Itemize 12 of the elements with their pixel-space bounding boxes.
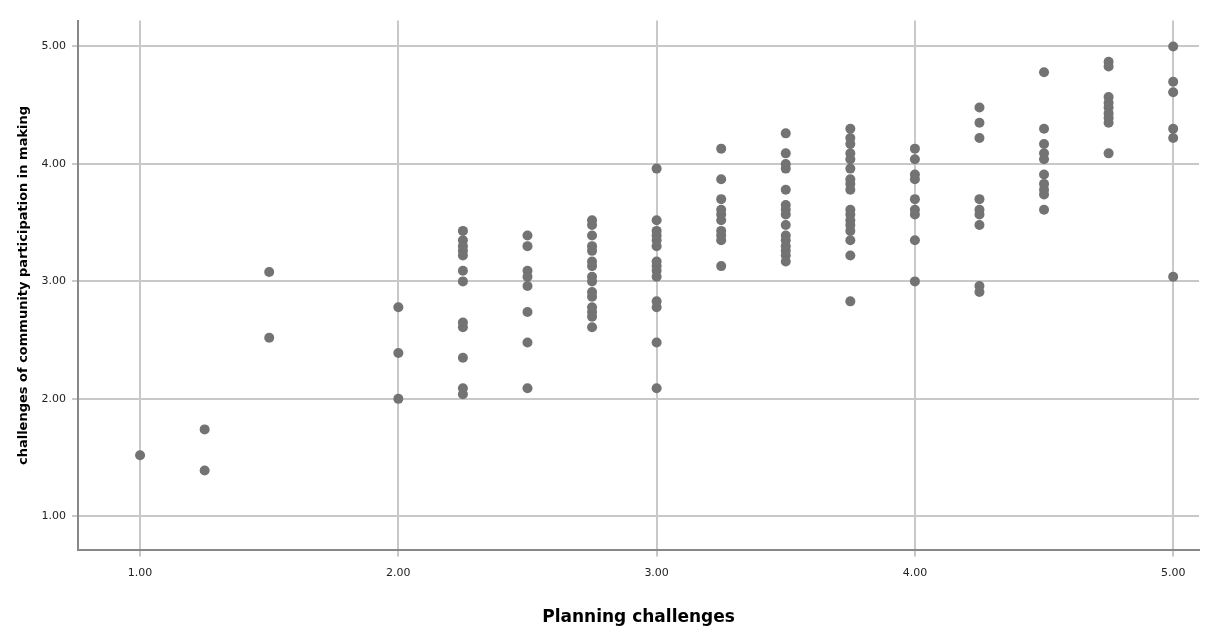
x-tick-label: 5.00 <box>1160 565 1186 579</box>
y-tick-label: 4.00 <box>41 156 67 170</box>
x-tick-label: 4.00 <box>902 565 928 579</box>
x-tick-label: 1.00 <box>127 565 153 579</box>
x-axis-title: Planning challenges <box>542 606 735 627</box>
y-axis-title: challenges of community participation in making <box>15 105 31 466</box>
y-tick-label: 2.00 <box>41 391 67 405</box>
y-tick-label: 3.00 <box>41 274 67 288</box>
x-tick-label: 2.00 <box>386 565 411 579</box>
y-tick-label: 5.00 <box>41 39 67 53</box>
y-tick-label: 1.00 <box>41 509 67 523</box>
x-tick-label: 3.00 <box>644 565 669 579</box>
